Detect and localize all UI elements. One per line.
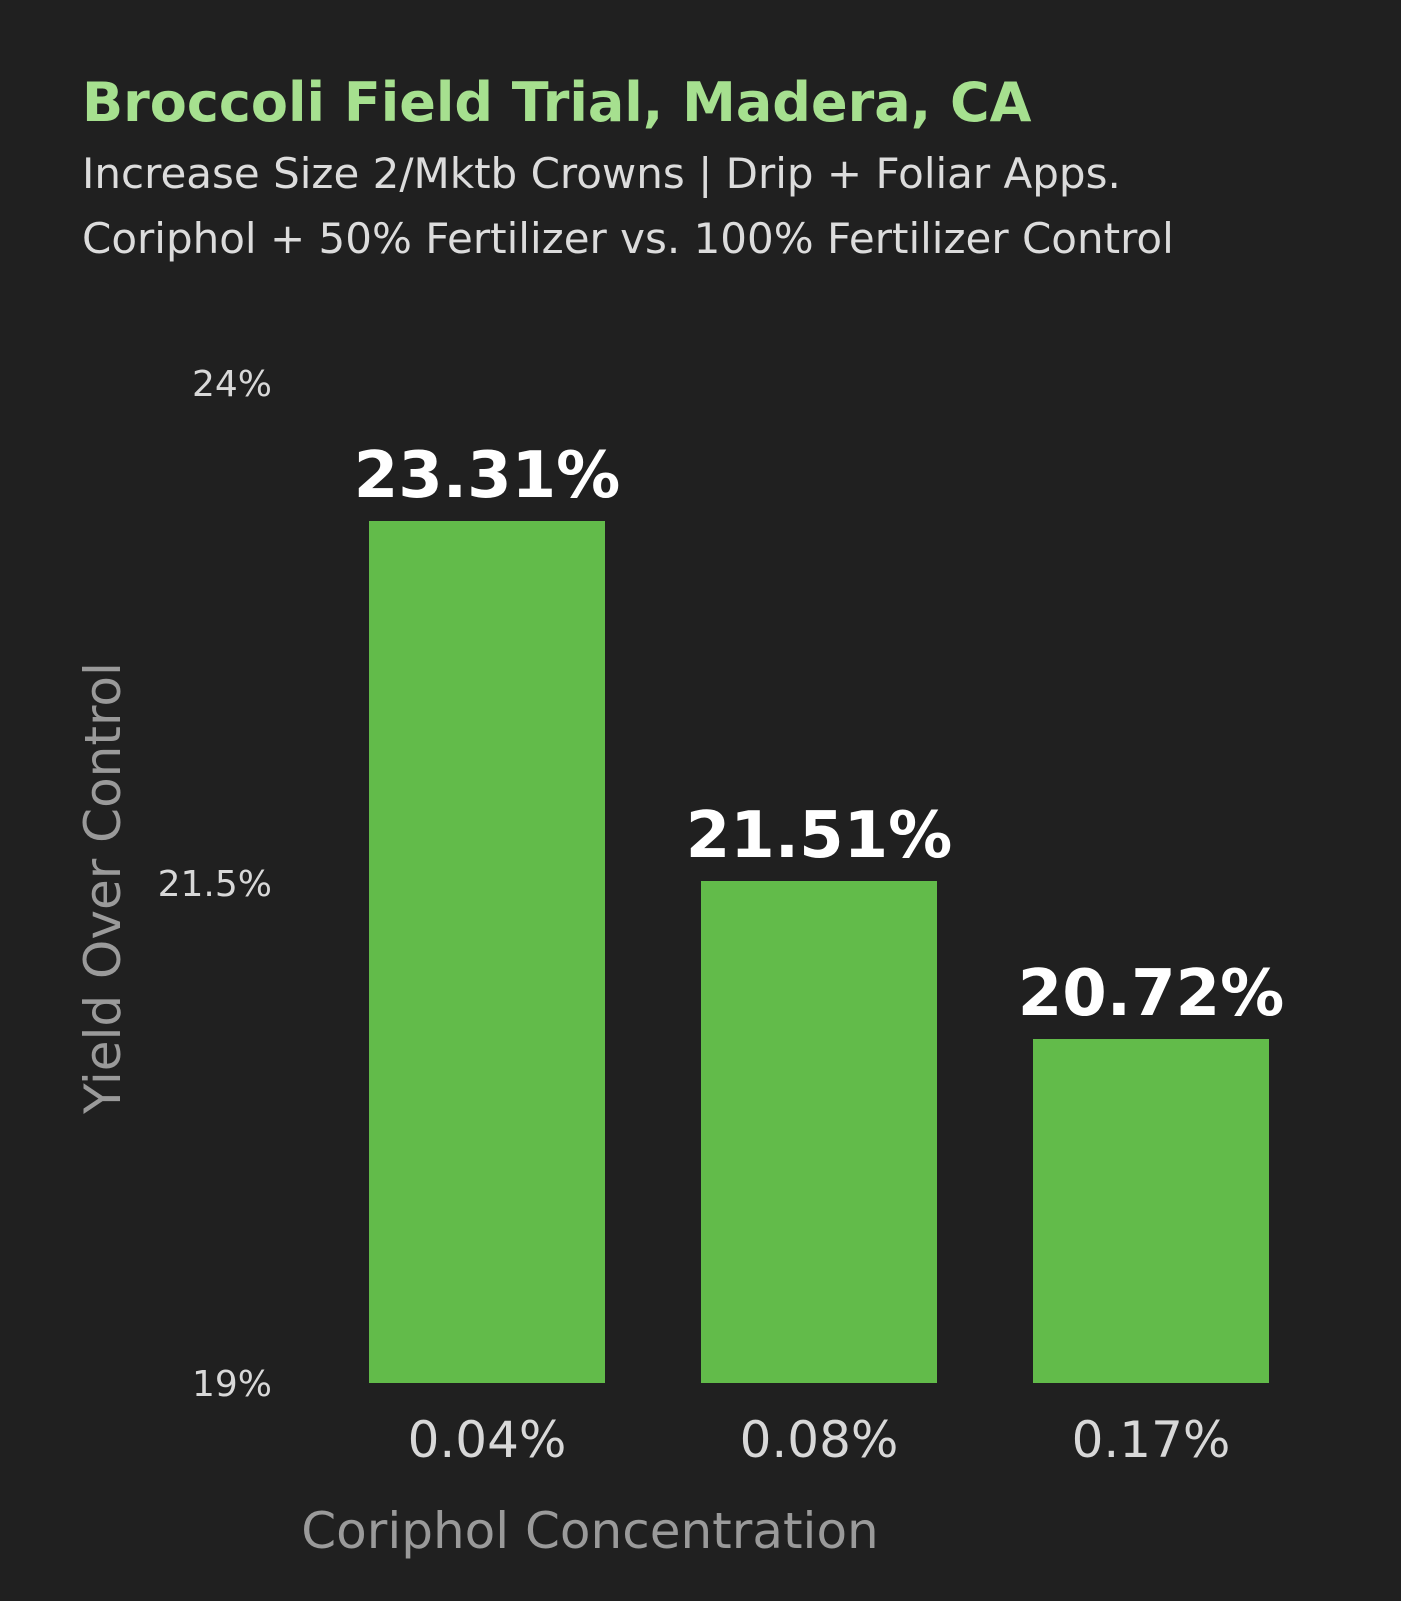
bar xyxy=(701,881,937,1383)
value-labels: 23.31% 21.51% 20.72% xyxy=(354,439,1285,1031)
x-category-label: 0.17% xyxy=(1072,1411,1231,1469)
x-category-label: 0.08% xyxy=(740,1411,899,1469)
bar-value-label: 20.72% xyxy=(1018,957,1285,1031)
bar-value-label: 23.31% xyxy=(354,439,621,513)
chart-subtitle-line-2: Coriphol + 50% Fertilizer vs. 100% Ferti… xyxy=(82,214,1174,263)
x-axis-categories: 0.04% 0.08% 0.17% xyxy=(408,1411,1231,1469)
y-tick-label: 24% xyxy=(192,364,272,405)
x-axis-title: Coriphol Concentration xyxy=(301,1502,878,1560)
x-category-label: 0.04% xyxy=(408,1411,567,1469)
y-axis-ticks: 19% 21.5% 24% xyxy=(158,364,272,1405)
y-axis-title: Yield Over Control xyxy=(74,662,132,1115)
bar xyxy=(1033,1039,1269,1383)
bar-value-label: 21.51% xyxy=(686,799,953,873)
chart-title: Broccoli Field Trial, Madera, CA xyxy=(82,71,1032,134)
y-tick-label: 21.5% xyxy=(158,864,272,905)
y-tick-label: 19% xyxy=(192,1364,272,1405)
bars xyxy=(369,521,1269,1383)
bar xyxy=(369,521,605,1383)
chart-subtitle-line-1: Increase Size 2/Mktb Crowns | Drip + Fol… xyxy=(82,149,1121,198)
